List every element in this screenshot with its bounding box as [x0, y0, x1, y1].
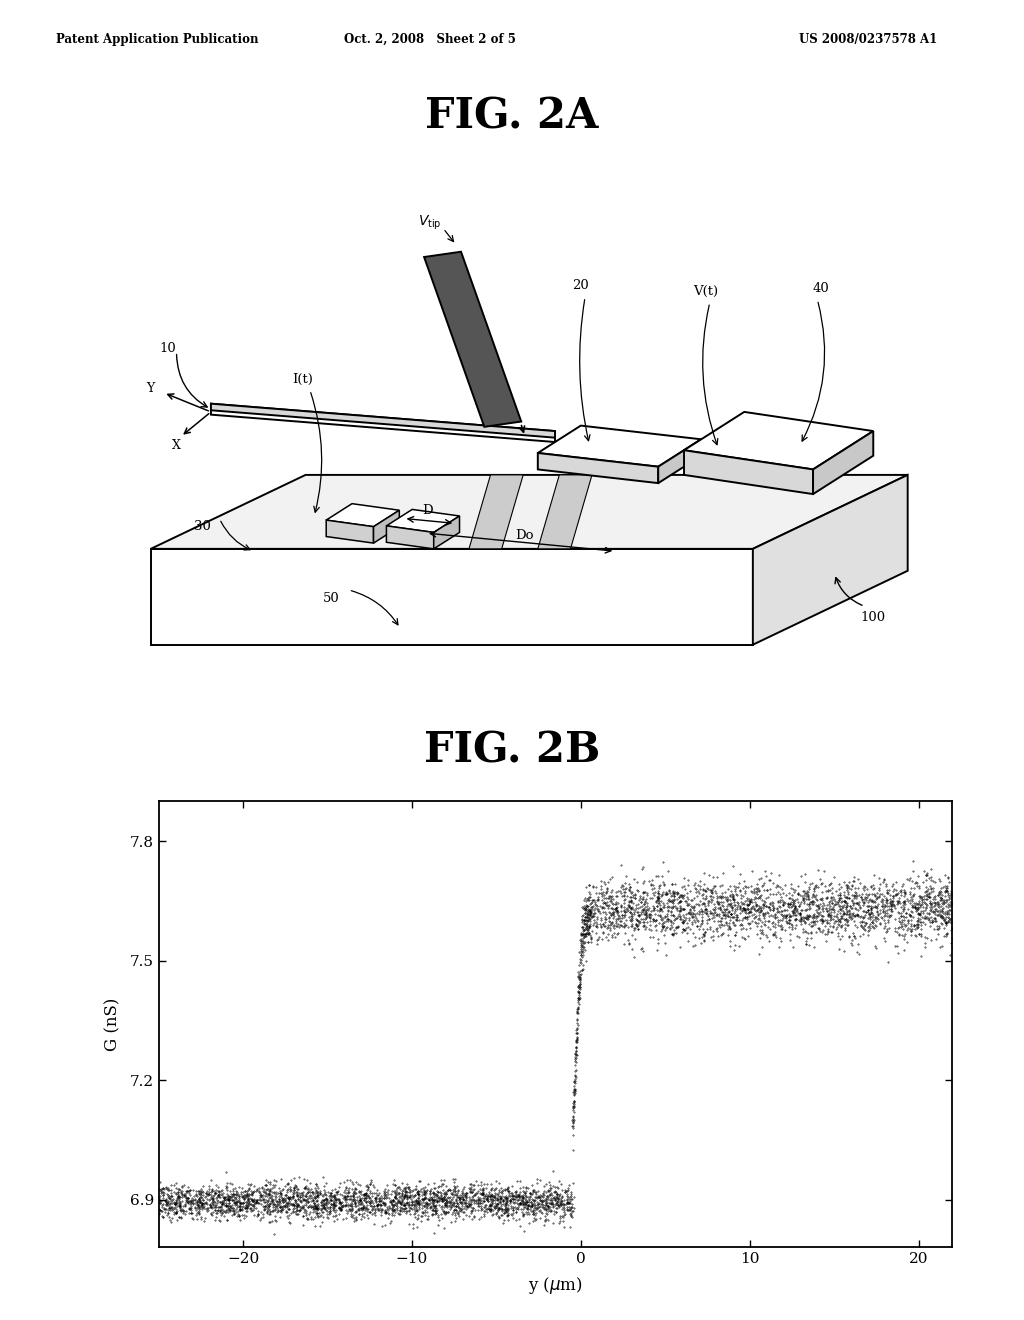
Polygon shape — [386, 510, 460, 532]
Polygon shape — [424, 252, 521, 426]
Polygon shape — [538, 475, 592, 549]
Text: Patent Application Publication: Patent Application Publication — [56, 33, 259, 46]
Polygon shape — [658, 440, 701, 483]
Polygon shape — [434, 516, 460, 549]
Text: FIG. 2B: FIG. 2B — [424, 730, 600, 771]
Polygon shape — [684, 412, 873, 470]
X-axis label: y ($\mu$m): y ($\mu$m) — [528, 1275, 583, 1296]
Text: 30: 30 — [194, 520, 211, 533]
Text: 20: 20 — [572, 280, 589, 293]
Polygon shape — [327, 520, 374, 543]
Text: Y: Y — [146, 383, 155, 396]
Text: Do: Do — [516, 529, 535, 543]
Text: FIG. 2A: FIG. 2A — [425, 95, 599, 137]
Text: 50: 50 — [323, 591, 340, 605]
Polygon shape — [211, 404, 555, 442]
Polygon shape — [684, 450, 813, 494]
Text: X: X — [172, 440, 181, 453]
Text: D: D — [422, 504, 433, 516]
Polygon shape — [151, 475, 907, 549]
Polygon shape — [469, 475, 523, 549]
Y-axis label: G (nS): G (nS) — [104, 998, 121, 1051]
Polygon shape — [538, 425, 701, 467]
Polygon shape — [327, 504, 399, 527]
Text: V(t): V(t) — [692, 285, 718, 298]
Text: I(t): I(t) — [293, 372, 313, 385]
Text: 40: 40 — [813, 282, 829, 296]
Text: US 2008/0237578 A1: US 2008/0237578 A1 — [799, 33, 937, 46]
Polygon shape — [386, 525, 434, 549]
Polygon shape — [813, 432, 873, 494]
Text: 10: 10 — [160, 342, 176, 355]
Polygon shape — [211, 404, 555, 438]
Polygon shape — [538, 453, 658, 483]
Text: 100: 100 — [860, 611, 886, 624]
Polygon shape — [151, 549, 753, 644]
Polygon shape — [374, 511, 399, 543]
Text: $V_{\rm tip}$: $V_{\rm tip}$ — [419, 214, 442, 232]
Text: Oct. 2, 2008   Sheet 2 of 5: Oct. 2, 2008 Sheet 2 of 5 — [344, 33, 516, 46]
Polygon shape — [753, 475, 907, 644]
